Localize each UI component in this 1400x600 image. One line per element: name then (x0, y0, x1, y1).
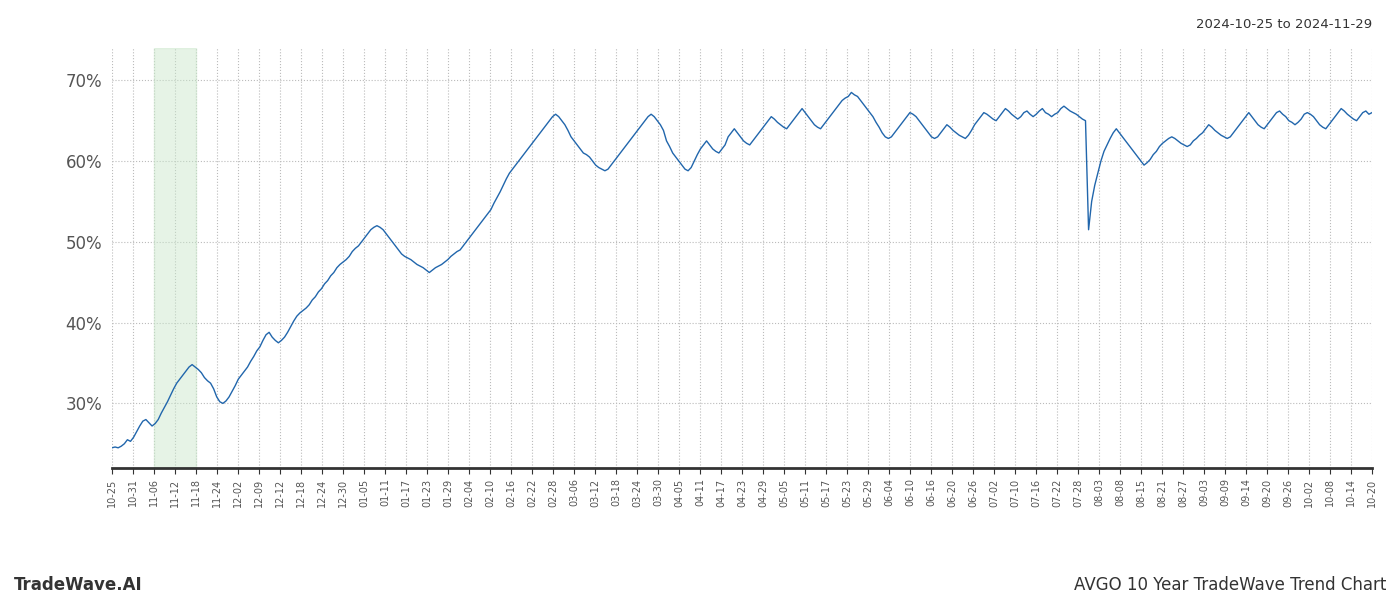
Text: 2024-10-25 to 2024-11-29: 2024-10-25 to 2024-11-29 (1196, 18, 1372, 31)
Text: AVGO 10 Year TradeWave Trend Chart: AVGO 10 Year TradeWave Trend Chart (1074, 576, 1386, 594)
Text: TradeWave.AI: TradeWave.AI (14, 576, 143, 594)
Bar (154, 48, 196, 468)
